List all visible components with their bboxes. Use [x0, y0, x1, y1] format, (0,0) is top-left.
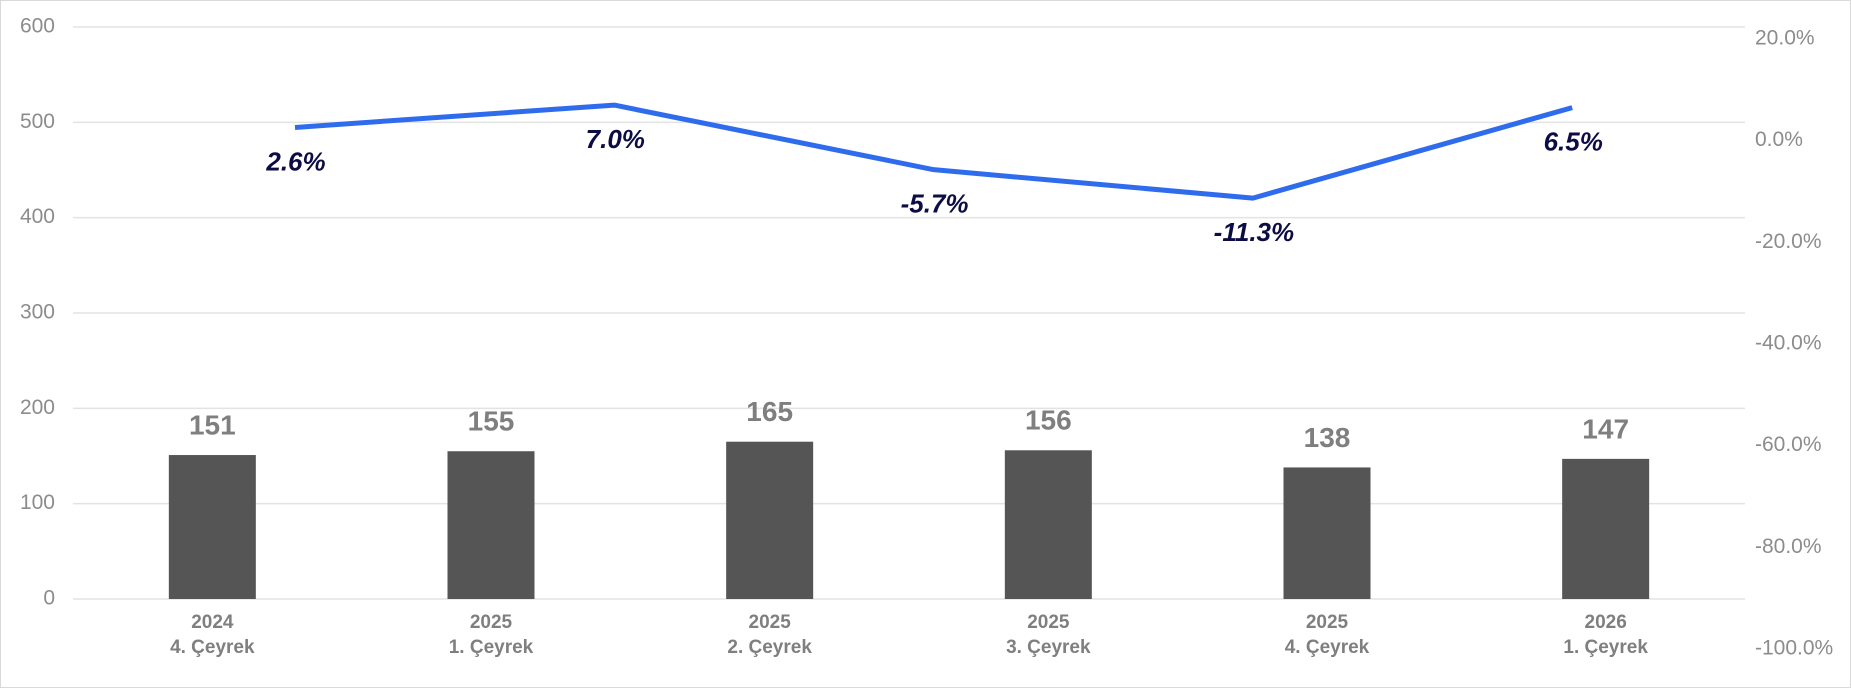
bar: [726, 441, 814, 599]
bar-value-label: 151: [189, 409, 236, 440]
x-tick-label: 2025 2. Çeyrek: [727, 612, 812, 658]
y2-tick-label: -20.0%: [1755, 230, 1822, 253]
bar-value-label: 165: [746, 396, 793, 427]
y2-tick-label: 0.0%: [1755, 128, 1803, 151]
y-tick-label: 300: [20, 301, 55, 324]
y-tick-label: 0: [43, 587, 55, 610]
x-tick-label: 2025 1. Çeyrek: [448, 612, 534, 658]
bar: [168, 455, 256, 599]
x-tick-label: 2025 3. Çeyrek: [1006, 612, 1091, 658]
line-value-label: 7.0%: [586, 124, 645, 154]
bar: [447, 451, 535, 599]
bar-value-label: 138: [1304, 422, 1351, 453]
bar-value-label: 147: [1582, 413, 1629, 444]
x-tick-label: 2026 1. Çeyrek: [1563, 612, 1648, 658]
bar-value-label: 156: [1025, 405, 1072, 436]
y2-tick-label: -100.0%: [1755, 637, 1833, 660]
bar: [1283, 467, 1371, 599]
line-value-label: -5.7%: [901, 189, 969, 219]
y2-tick-label: -60.0%: [1755, 433, 1822, 456]
x-tick-label: 2025 4. Çeyrek: [1284, 612, 1370, 658]
y2-tick-label: 20.0%: [1755, 27, 1815, 50]
y2-tick-label: -80.0%: [1755, 535, 1822, 558]
y-tick-label: 600: [20, 15, 55, 38]
bar-value-label: 155: [468, 406, 515, 437]
line-value-label: -11.3%: [1214, 217, 1294, 247]
y-tick-label: 200: [20, 396, 55, 419]
y2-tick-label: -40.0%: [1755, 332, 1822, 355]
y-tick-label: 400: [20, 205, 55, 228]
line: [294, 102, 1573, 201]
line-value-label: 6.5%: [1544, 127, 1603, 157]
y-tick-label: 100: [20, 491, 55, 514]
x-tick-label: 2024 4. Çeyrek: [170, 612, 255, 658]
y-tick-label: 500: [20, 110, 55, 133]
line-value-label: 2.6%: [265, 146, 325, 176]
bar: [1004, 450, 1092, 599]
bar: [1562, 458, 1650, 599]
